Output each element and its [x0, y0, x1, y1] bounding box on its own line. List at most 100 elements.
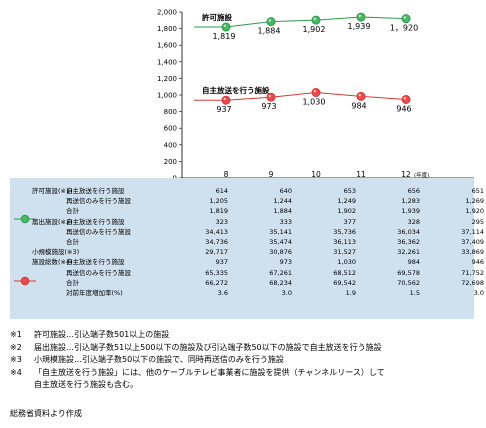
table-cell: 1,269: [465, 197, 484, 206]
data-label: 1，920: [390, 24, 418, 33]
table-cell: 1,249: [337, 197, 356, 206]
table-cell: 651: [471, 187, 484, 195]
series-line: [194, 92, 407, 101]
table-cell: 1,902: [337, 207, 356, 216]
table-cell: 70,562: [397, 278, 420, 287]
table-group-label: 小規模施設(※3): [32, 248, 80, 257]
table-row-label: 再送信のみを行う施設: [66, 227, 131, 236]
footnote-mark: ※4: [10, 367, 22, 377]
table-cell: 1,920: [465, 207, 484, 216]
table-cell: 1,030: [337, 258, 356, 267]
table-row-label: 自主放送を行う施設: [66, 187, 125, 195]
x-category-label: 10: [311, 170, 321, 179]
table-cell: 377: [343, 217, 356, 226]
data-point: [356, 12, 366, 22]
table-cell: 37,409: [461, 238, 484, 246]
table-cell: 32,261: [397, 248, 420, 257]
data-label: 1,884: [258, 27, 281, 36]
data-point: [311, 88, 321, 98]
table-cell: 34,736: [205, 238, 228, 246]
line-chart: 2,000 1,800 1,600 1,400 1,200 1,000 800 600 400 2…: [157, 9, 474, 180]
data-label: 984: [351, 101, 366, 110]
table-cell: 656: [407, 187, 420, 195]
table-cell: 1.9: [345, 289, 356, 297]
table-cell: 333: [279, 217, 292, 226]
table-cell: 65,335: [205, 268, 228, 277]
data-label: 1,030: [303, 98, 326, 107]
data-point: [311, 15, 321, 25]
table-cell: 937: [215, 258, 228, 267]
table-cell: 295: [471, 217, 484, 226]
table-cell: 35,141: [269, 227, 292, 236]
data-label: 1,819: [213, 32, 236, 41]
table-cell: 973: [279, 258, 292, 267]
y-tick-label: 400: [164, 141, 177, 149]
data-point: [401, 94, 411, 104]
source-note: 総務省資料より作成: [10, 409, 82, 418]
y-tick-label: 200: [164, 158, 177, 166]
data-point: [266, 17, 276, 27]
footnote-mark: ※1: [10, 330, 22, 339]
data-point: [401, 14, 411, 24]
table-cell: 3.6: [217, 289, 228, 297]
data-point: [221, 95, 231, 105]
table-cell: 323: [215, 217, 228, 226]
table-cell: 1,884: [273, 207, 292, 216]
table-cell: 640: [279, 187, 292, 195]
point-highlight: [403, 97, 406, 100]
data-point: [221, 22, 231, 32]
table-cell: 3.0: [281, 289, 292, 297]
table-cell: 35,474: [269, 238, 292, 246]
table-row-label: 再送信のみを行う施設: [66, 268, 131, 277]
table-group-label: 届出施設(※2): [32, 217, 73, 226]
point-highlight: [223, 24, 226, 28]
table-cell: 67,261: [269, 268, 292, 277]
footnote-text: 届出施設…引込端子数51以上500以下の施設及び引込端子数50以下の施設で自主放…: [34, 342, 382, 352]
table-row-label: 合計: [66, 207, 79, 216]
year-unit-label: (年度): [414, 171, 429, 179]
y-tick-label: 1,800: [157, 25, 177, 33]
table-cell: 1,205: [209, 197, 228, 206]
footnote: ※4 「自主放送を行う施設」には、他のケーブルテレビ事業者に施設を提供（チャンネル…: [10, 367, 480, 380]
table-cell: 1,244: [273, 197, 292, 206]
table-cell: 946: [471, 258, 484, 267]
point-highlight: [223, 97, 226, 101]
point-highlight: [268, 19, 271, 22]
x-category-label: 8: [224, 170, 229, 179]
point-highlight: [268, 94, 271, 98]
table-cell: 29,717: [205, 248, 228, 257]
data-label: 946: [396, 104, 411, 113]
table-cell: 3.0: [473, 289, 484, 297]
y-tick-label: 1,200: [157, 75, 177, 83]
table-cell: 37,114: [461, 227, 484, 236]
table-cell: 36,113: [333, 238, 356, 246]
y-tick-label: 600: [164, 125, 177, 133]
point-highlight: [358, 93, 361, 97]
table-cell: 1,819: [209, 207, 228, 216]
series-name-label: 許可施設: [202, 12, 232, 22]
footnote: ※3 小規模施設…引込端子数50以下の施設で、同時再送信のみを行う施設: [10, 354, 480, 367]
table-row-label: 合計: [66, 278, 79, 287]
table-cell: 1.5: [409, 289, 420, 297]
footnote-mark: ※3: [10, 355, 22, 364]
point-highlight: [358, 14, 361, 18]
footnote: ※2 届出施設…引込端子数51以上500以下の施設及び引込端子数50以下の施設で自…: [10, 342, 480, 355]
data-label: 937: [216, 105, 231, 114]
table-row-label: 対前年度増加率(%): [66, 289, 123, 297]
x-category-label: 9: [269, 170, 274, 179]
table-cell: 36,362: [397, 238, 420, 246]
table-group-label: 施設総数(※4): [32, 258, 73, 267]
point-highlight: [313, 17, 316, 21]
data-label: 973: [261, 102, 276, 111]
x-category-label: 12: [401, 170, 411, 179]
table-cell: 30,876: [269, 248, 292, 257]
table-row-label: 再送信のみを行う施設: [66, 197, 131, 206]
table-cell: 35,736: [333, 227, 356, 236]
table-row-label: 自主放送を行う施設: [66, 258, 125, 267]
table-cell: 71,752: [461, 268, 484, 277]
table-cell: 328: [407, 217, 420, 226]
y-tick-label: 1,400: [157, 58, 177, 66]
point-highlight: [403, 16, 406, 19]
table-cell: 34,413: [205, 227, 228, 236]
legend-green-marker: [14, 209, 36, 228]
